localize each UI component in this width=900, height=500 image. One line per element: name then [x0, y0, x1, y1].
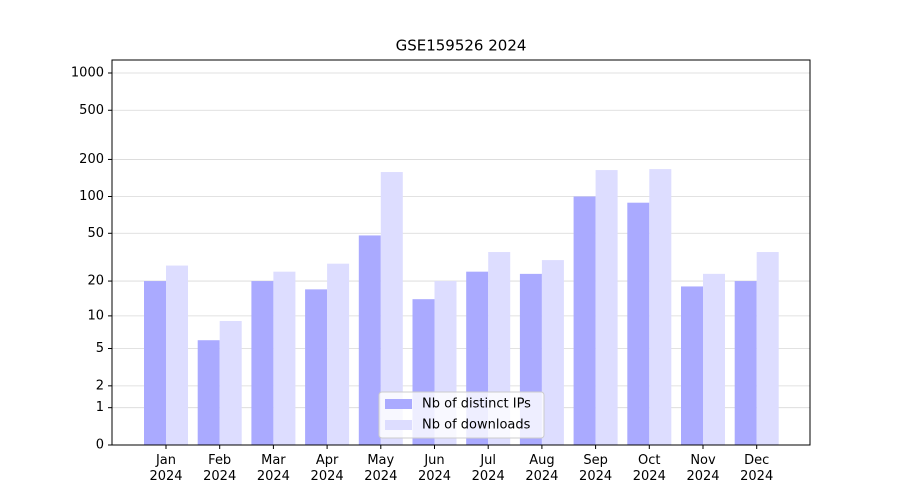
y-tick-label: 1: [96, 400, 104, 415]
bar: [703, 273, 725, 445]
y-tick-label: 200: [79, 152, 104, 167]
x-tick-label: May 2024: [364, 453, 398, 484]
bar: [197, 340, 220, 445]
x-tick-label: Jun 2024: [417, 453, 452, 484]
bar: [358, 235, 381, 445]
bar: [734, 281, 757, 445]
y-tick-label: 0: [96, 438, 104, 453]
x-tick-label: Jan 2024: [149, 453, 183, 484]
plot-frame: [111, 59, 811, 446]
y-tick-label: 50: [87, 226, 104, 241]
y-tick-label: 2: [96, 378, 104, 393]
x-tick-label: Feb 2024: [203, 453, 237, 484]
bar: [305, 289, 328, 445]
legend-swatch: [385, 399, 412, 409]
bar: [166, 265, 188, 445]
x-tick-label: Sep 2024: [579, 453, 613, 484]
bar: [273, 271, 296, 445]
bar: [595, 170, 618, 445]
x-tick-label: Mar 2024: [256, 453, 290, 484]
x-tick-label: Apr 2024: [310, 453, 344, 484]
y-tick-label: 500: [79, 103, 104, 118]
bar: [219, 321, 242, 445]
x-tick-label: Oct 2024: [632, 453, 666, 484]
x-tick-label: Jul 2024: [471, 453, 505, 484]
chart-title: GSE159526 2024: [396, 37, 527, 55]
y-tick-label: 20: [87, 274, 104, 289]
bar: [627, 202, 650, 445]
y-tick-label: 5: [96, 341, 104, 356]
legend-box: [378, 391, 545, 439]
bar: [681, 286, 703, 445]
bar: [144, 281, 166, 445]
legend-label: Nb of distinct IPs: [422, 397, 531, 412]
bar: [327, 263, 350, 445]
y-tick-label: 10: [87, 308, 104, 323]
bar: [380, 172, 403, 445]
legend-swatch: [385, 420, 412, 430]
x-tick-label: Aug 2024: [525, 453, 559, 484]
bar: [251, 281, 274, 445]
bar: [573, 196, 596, 445]
y-tick-label: 100: [79, 189, 104, 204]
legend-label: Nb of downloads: [422, 418, 531, 433]
x-tick-label: Dec 2024: [740, 453, 774, 484]
bar: [649, 169, 672, 445]
x-tick-label: Nov 2024: [686, 453, 720, 484]
bar: [756, 252, 779, 445]
bar: [541, 260, 564, 445]
legend: Nb of distinct IPs Nb of downloads: [378, 391, 545, 439]
y-tick-label: 1000: [71, 65, 104, 80]
